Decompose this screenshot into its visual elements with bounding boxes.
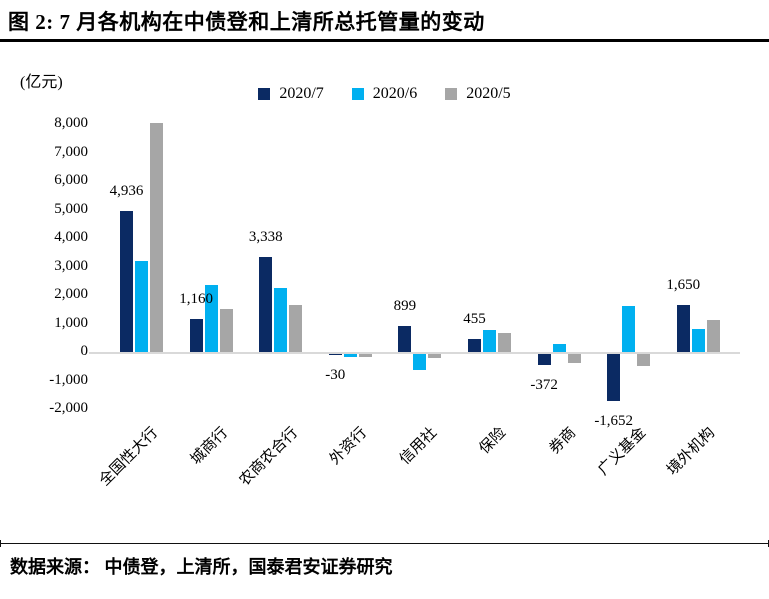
bar: [637, 354, 651, 366]
bar: [343, 354, 357, 357]
data-label: -30: [325, 366, 346, 383]
y-tick-label: 0: [80, 343, 89, 359]
bar: [204, 285, 218, 352]
bar: [289, 304, 303, 352]
bar: [691, 328, 705, 352]
x-category-label: 广义基金: [595, 424, 649, 479]
data-label: 3,338: [248, 228, 283, 245]
bar: [498, 332, 511, 352]
bar: [676, 304, 690, 352]
legend-label: 2020/7: [279, 85, 324, 102]
bar: [483, 330, 496, 352]
legend-swatch: [258, 88, 271, 100]
footer-rule-left-tick: [0, 540, 1, 547]
y-axis-unit-label: (亿元): [20, 74, 63, 91]
y-tick-label: 1,000: [54, 314, 88, 331]
x-category-label: 信用社: [396, 424, 441, 468]
data-label: 899: [393, 298, 417, 315]
legend-item: 2020/6: [351, 85, 418, 103]
bar: [120, 211, 133, 352]
legend-item: 2020/5: [445, 85, 511, 103]
bar: [358, 354, 372, 357]
bar: [622, 306, 636, 352]
bar: [537, 354, 551, 365]
x-category-label: 城商行: [188, 424, 232, 468]
data-label: 4,936: [109, 183, 144, 200]
bar: [607, 354, 621, 402]
y-tick-label: -1,000: [49, 371, 88, 388]
data-label: 455: [463, 311, 486, 328]
legend-label: 2020/5: [466, 85, 511, 102]
title-underline: [0, 39, 769, 42]
legend-label: 2020/6: [372, 85, 418, 102]
chart-legend: 2020/7 2020/6 2020/5: [0, 84, 769, 104]
bar: [468, 339, 481, 352]
y-tick-label: 3,000: [54, 257, 88, 274]
x-category-label: 外资行: [327, 424, 371, 468]
y-tick-label: 7,000: [54, 143, 88, 160]
figure-title: 图 2: 7 月各机构在中债登和上清所总托管量的变动: [8, 10, 485, 34]
legend-swatch: [445, 88, 458, 100]
bar: [428, 354, 442, 359]
data-label: 1,160: [179, 290, 213, 307]
bar: [259, 256, 273, 352]
data-label: -1,652: [594, 413, 634, 430]
y-tick-label: 4,000: [54, 229, 88, 245]
legend-item: 2020/7: [258, 85, 324, 103]
data-label: -372: [530, 376, 558, 393]
x-category-label: 保险: [477, 424, 510, 458]
legend-swatch: [351, 88, 364, 100]
bar: [706, 319, 720, 352]
bar: [567, 354, 581, 363]
footer-rule: [0, 543, 769, 544]
bar: [413, 354, 427, 371]
x-category-label: 全国性大行: [97, 424, 162, 490]
bar: [135, 260, 148, 352]
y-tick-label: 5,000: [54, 200, 88, 217]
bar: [219, 308, 233, 352]
bar: [328, 354, 342, 355]
y-tick-label: 2,000: [54, 286, 88, 302]
y-tick-label: -2,000: [49, 400, 88, 416]
x-category-label: 农商农合行: [236, 424, 301, 490]
bar: [189, 318, 203, 352]
bar: [274, 287, 288, 352]
x-category-label: 境外机构: [664, 424, 719, 479]
y-tick-label: 8,000: [54, 115, 88, 131]
bar: [552, 344, 566, 352]
bar: [150, 122, 163, 352]
data-label: 1,650: [666, 276, 701, 293]
x-axis-zero-line: [89, 352, 740, 354]
y-tick-label: 6,000: [54, 172, 88, 188]
data-source-text: 数据来源： 中债登，上清所，国泰君安证券研究: [10, 557, 393, 577]
bar: [398, 326, 412, 352]
